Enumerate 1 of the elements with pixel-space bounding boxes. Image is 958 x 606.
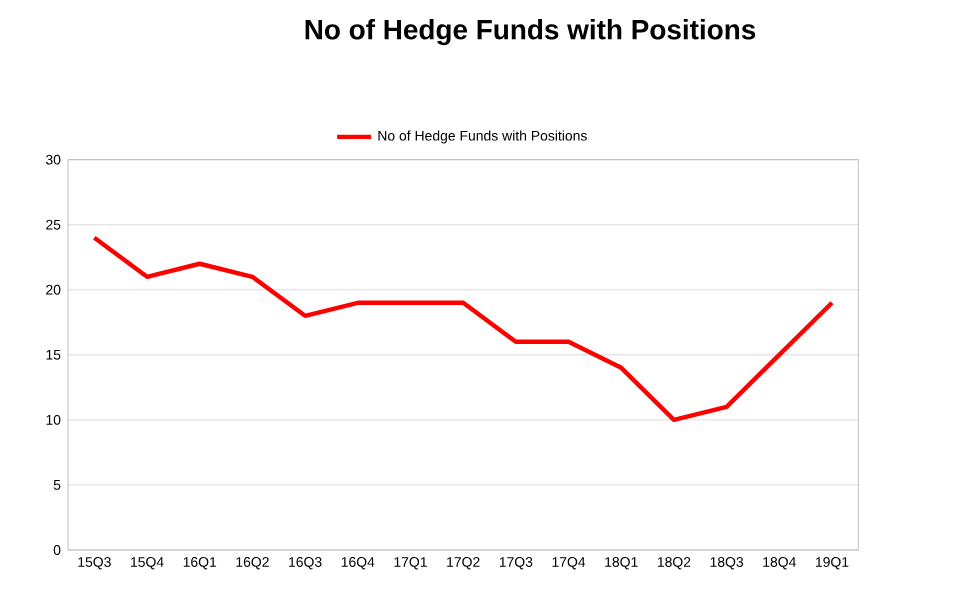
chart-title: No of Hedge Funds with Positions: [305, 19, 756, 46]
